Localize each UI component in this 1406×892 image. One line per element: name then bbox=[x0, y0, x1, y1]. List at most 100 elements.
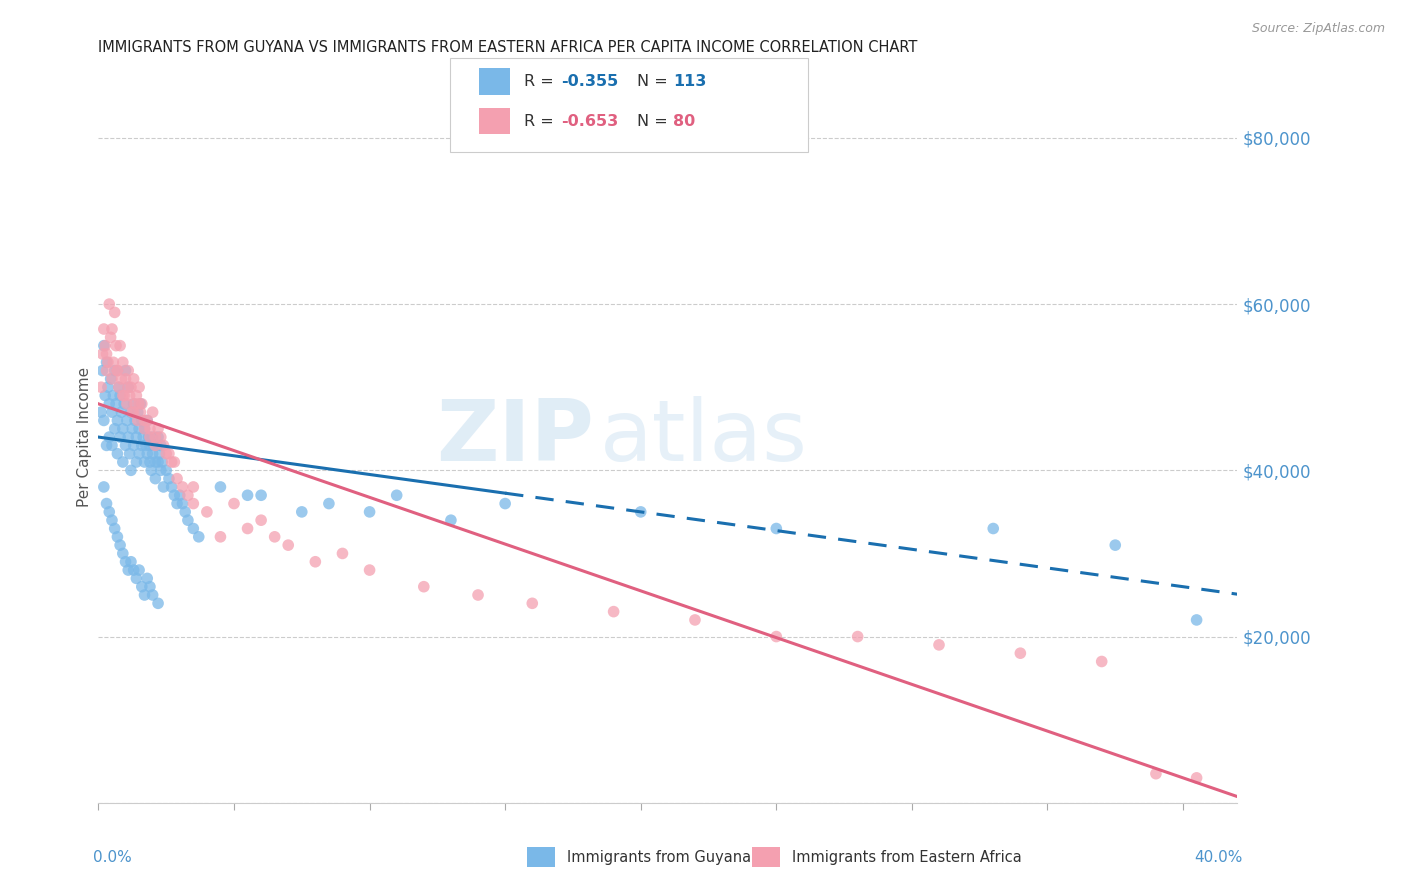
Point bbox=[93, 413, 115, 427]
Point bbox=[107, 380, 129, 394]
Point bbox=[318, 497, 340, 511]
Point bbox=[145, 455, 167, 469]
Point bbox=[104, 422, 127, 436]
Point bbox=[412, 580, 434, 594]
Point bbox=[120, 405, 142, 419]
Point bbox=[96, 363, 118, 377]
Point bbox=[112, 397, 135, 411]
Point bbox=[127, 413, 149, 427]
Point bbox=[104, 305, 127, 319]
Point bbox=[145, 438, 167, 452]
Point bbox=[118, 388, 141, 402]
Point bbox=[142, 405, 165, 419]
Text: R =: R = bbox=[524, 74, 560, 89]
Point bbox=[97, 380, 120, 394]
Point bbox=[602, 605, 624, 619]
Point bbox=[111, 546, 134, 560]
Point bbox=[172, 497, 194, 511]
Point bbox=[131, 413, 153, 427]
Point bbox=[93, 338, 115, 352]
Point bbox=[928, 638, 950, 652]
Point bbox=[187, 530, 209, 544]
Point bbox=[163, 488, 186, 502]
Point bbox=[107, 380, 129, 394]
Point bbox=[136, 571, 159, 585]
Point bbox=[630, 505, 652, 519]
Point bbox=[135, 438, 157, 452]
Point bbox=[90, 405, 112, 419]
Point bbox=[94, 338, 117, 352]
Point bbox=[110, 405, 132, 419]
Text: 80: 80 bbox=[673, 113, 696, 128]
Point bbox=[155, 447, 177, 461]
Point bbox=[98, 430, 121, 444]
Point bbox=[134, 588, 156, 602]
Point bbox=[128, 422, 150, 436]
Point bbox=[139, 430, 162, 444]
Point bbox=[236, 488, 259, 502]
Point bbox=[107, 530, 129, 544]
Point bbox=[104, 521, 127, 535]
Point bbox=[98, 505, 121, 519]
Point bbox=[108, 388, 131, 402]
Y-axis label: Per Capita Income: Per Capita Income bbox=[77, 367, 91, 508]
Point bbox=[174, 505, 197, 519]
Point bbox=[152, 480, 174, 494]
Point bbox=[118, 447, 141, 461]
Point bbox=[177, 488, 200, 502]
Point bbox=[160, 480, 183, 494]
Point bbox=[765, 521, 787, 535]
Point bbox=[141, 463, 163, 477]
Point bbox=[149, 430, 172, 444]
Point bbox=[263, 530, 285, 544]
Point bbox=[183, 480, 205, 494]
Text: 0.0%: 0.0% bbox=[93, 850, 132, 865]
Point bbox=[146, 455, 169, 469]
Point bbox=[101, 513, 124, 527]
Text: atlas: atlas bbox=[599, 395, 807, 479]
Point bbox=[129, 397, 152, 411]
Point bbox=[683, 613, 706, 627]
Point bbox=[183, 497, 205, 511]
Point bbox=[131, 580, 153, 594]
Point bbox=[122, 372, 145, 386]
Text: N =: N = bbox=[637, 113, 673, 128]
Point bbox=[177, 513, 200, 527]
Point bbox=[155, 463, 177, 477]
Point bbox=[359, 505, 381, 519]
Point bbox=[114, 363, 136, 377]
Point bbox=[236, 521, 259, 535]
Point bbox=[107, 447, 129, 461]
Point bbox=[139, 422, 162, 436]
Point bbox=[332, 546, 354, 560]
Point bbox=[134, 413, 156, 427]
Point bbox=[117, 430, 139, 444]
Point bbox=[96, 497, 118, 511]
Text: IMMIGRANTS FROM GUYANA VS IMMIGRANTS FROM EASTERN AFRICA PER CAPITA INCOME CORRE: IMMIGRANTS FROM GUYANA VS IMMIGRANTS FRO… bbox=[98, 40, 918, 55]
Point bbox=[166, 497, 188, 511]
Point bbox=[125, 571, 148, 585]
Point bbox=[1185, 613, 1208, 627]
Point bbox=[128, 380, 150, 394]
Point bbox=[209, 530, 232, 544]
Point bbox=[90, 380, 112, 394]
Point bbox=[125, 388, 148, 402]
Point bbox=[134, 422, 156, 436]
Point bbox=[104, 363, 127, 377]
Point bbox=[143, 438, 166, 452]
Point bbox=[121, 422, 143, 436]
Point bbox=[112, 388, 135, 402]
Point bbox=[114, 555, 136, 569]
Text: N =: N = bbox=[637, 74, 673, 89]
Point bbox=[467, 588, 489, 602]
Point bbox=[122, 563, 145, 577]
Point bbox=[97, 355, 120, 369]
Point bbox=[129, 405, 152, 419]
Point bbox=[117, 380, 139, 394]
Text: -0.653: -0.653 bbox=[561, 113, 619, 128]
Point bbox=[846, 630, 869, 644]
Point bbox=[111, 455, 134, 469]
Point bbox=[1185, 771, 1208, 785]
Text: -0.355: -0.355 bbox=[561, 74, 619, 89]
Point bbox=[121, 405, 143, 419]
